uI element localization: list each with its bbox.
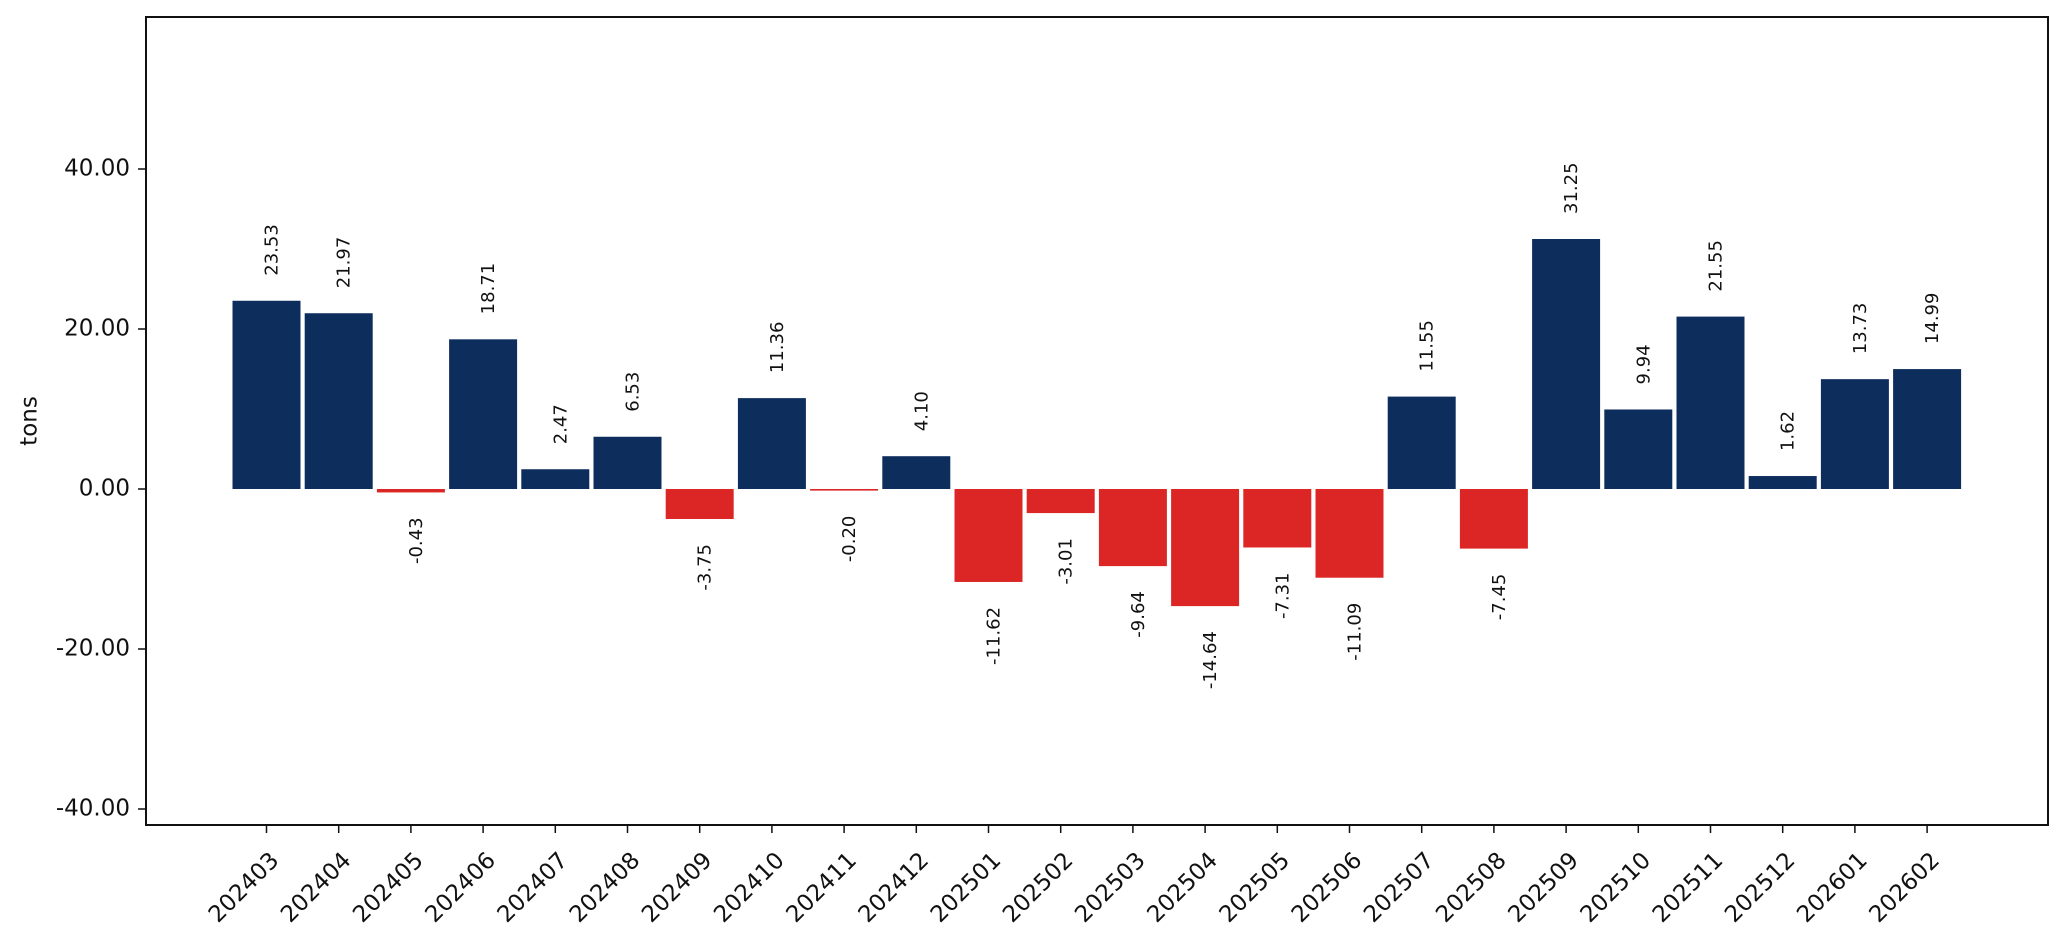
value-labels: 23.53 21.97 -0.43 18.71 2.47 6.53 -3.75 11.36 -0…	[262, 162, 1944, 689]
x-tick-label: 202412	[854, 847, 934, 927]
x-tick-label: 202511	[1648, 847, 1728, 927]
y-tick-label: 40.00	[64, 156, 130, 182]
bar	[1748, 476, 1817, 489]
data-label: 11.36	[767, 322, 788, 374]
bar	[304, 313, 373, 489]
x-tick-label: 202502	[998, 847, 1078, 927]
data-label: -7.31	[1272, 572, 1293, 619]
data-label: -3.75	[695, 544, 716, 591]
bar	[1387, 396, 1456, 489]
x-tick-label: 202408	[565, 847, 645, 927]
bar	[1532, 239, 1601, 489]
data-label: 18.71	[478, 263, 499, 315]
y-tick-label: 20.00	[64, 316, 130, 342]
x-tick-label: 202406	[420, 847, 500, 927]
data-label: 31.25	[1561, 162, 1582, 214]
x-tick-label: 202510	[1576, 847, 1656, 927]
bar	[1820, 379, 1889, 489]
data-label: 14.99	[1922, 293, 1943, 345]
bar	[882, 456, 951, 489]
bar	[593, 436, 662, 489]
x-tick-label: 202601	[1792, 847, 1872, 927]
data-label: -3.01	[1056, 538, 1077, 585]
data-label: 1.62	[1778, 411, 1799, 451]
y-axis-label: tons	[17, 396, 43, 446]
data-label: -0.20	[839, 516, 860, 563]
data-label: 9.94	[1633, 344, 1654, 384]
x-tick-label: 202404	[276, 847, 356, 927]
data-label: 4.10	[911, 391, 932, 431]
bar	[954, 489, 1023, 582]
x-tick-label: 202407	[493, 847, 573, 927]
x-tick-label: 202512	[1720, 847, 1800, 927]
data-label: 2.47	[550, 404, 571, 444]
bar	[521, 469, 590, 489]
x-tick-label: 202504	[1142, 847, 1222, 927]
x-tick-label: 202405	[348, 847, 428, 927]
x-tick-label: 202508	[1431, 847, 1511, 927]
x-tick-label: 202505	[1215, 847, 1295, 927]
y-tick-label: 0.00	[79, 476, 130, 502]
data-label: -11.09	[1345, 603, 1366, 661]
data-label: -11.62	[984, 607, 1005, 665]
bar	[1171, 489, 1240, 607]
bar	[1676, 316, 1745, 489]
data-label: 21.55	[1706, 240, 1727, 292]
bar	[1459, 489, 1528, 549]
x-tick-label: 202503	[1070, 847, 1150, 927]
y-axis: -40.00 -20.00 0.00 20.00 40.00	[56, 156, 146, 822]
bar	[810, 489, 879, 491]
x-tick-label: 202411	[781, 847, 861, 927]
bar	[232, 300, 301, 489]
data-label: -0.43	[406, 517, 427, 564]
x-tick-label: 202501	[926, 847, 1006, 927]
x-tick-label: 202403	[204, 847, 284, 927]
bar	[665, 489, 734, 519]
bar	[1243, 489, 1312, 548]
y-tick-label: -20.00	[56, 636, 130, 662]
data-label: 13.73	[1850, 303, 1871, 355]
y-tick-label: -40.00	[56, 796, 130, 822]
data-label: -14.64	[1200, 631, 1221, 689]
data-label: 11.55	[1417, 320, 1438, 372]
x-tick-label: 202509	[1503, 847, 1583, 927]
bar	[376, 489, 445, 493]
data-label: 23.53	[262, 224, 283, 276]
x-axis: 2024032024042024052024062024072024082024…	[204, 825, 1945, 928]
bar	[1893, 369, 1962, 489]
bar	[1315, 489, 1384, 578]
bar	[1604, 409, 1673, 489]
plot-area	[145, 16, 2049, 826]
data-label: 6.53	[623, 372, 644, 412]
x-tick-label: 202602	[1864, 847, 1944, 927]
bar	[1098, 489, 1167, 567]
bar	[1026, 489, 1095, 514]
data-label: -9.64	[1128, 591, 1149, 638]
data-label: 21.97	[334, 237, 355, 289]
bar	[449, 339, 518, 489]
x-tick-label: 202506	[1287, 847, 1367, 927]
x-tick-label: 202410	[709, 847, 789, 927]
bar	[737, 398, 806, 489]
x-tick-label: 202409	[637, 847, 717, 927]
data-label: -7.45	[1489, 574, 1510, 621]
x-tick-label: 202507	[1359, 847, 1439, 927]
bars-layer	[232, 239, 1962, 607]
